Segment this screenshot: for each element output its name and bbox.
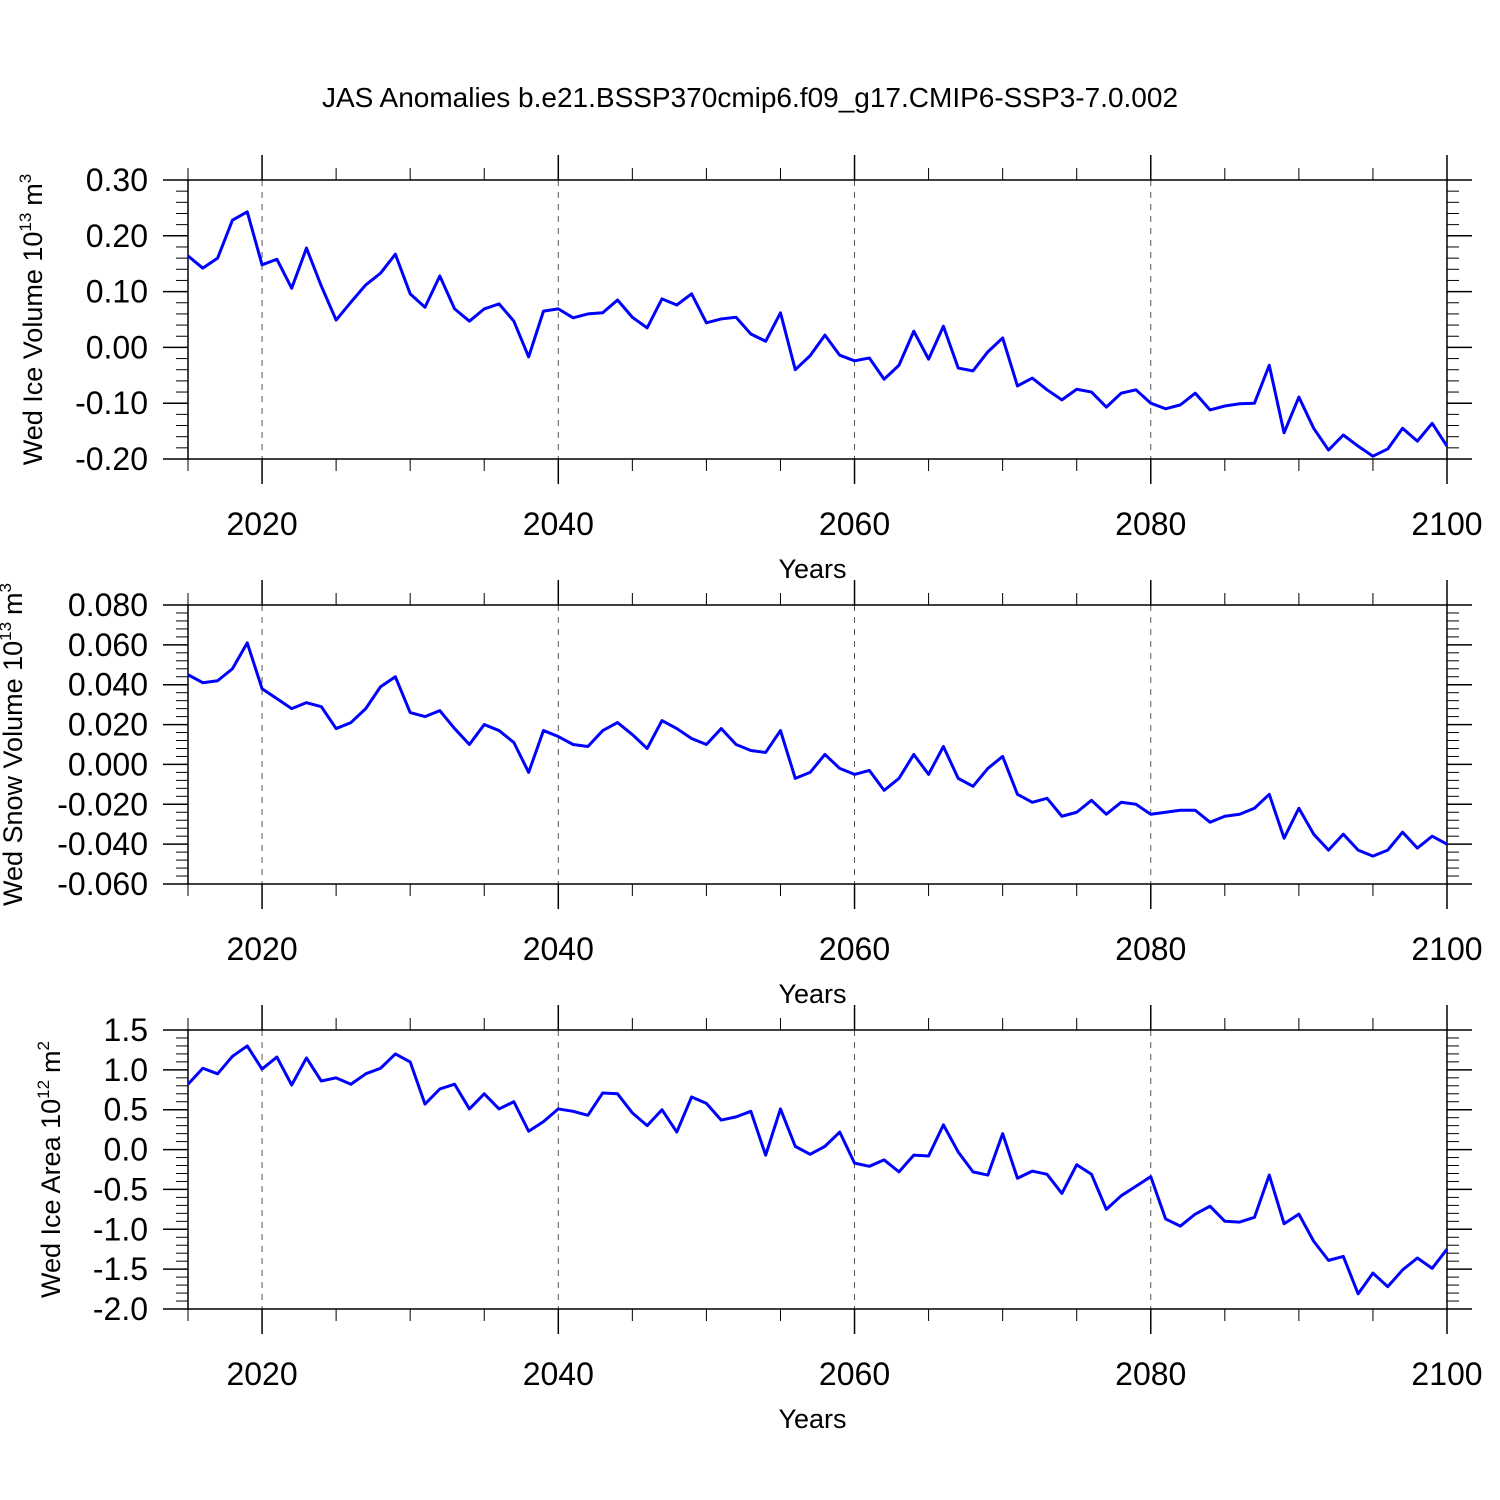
x-tick-label: 2040	[523, 1356, 594, 1392]
y-tick-label: -0.040	[57, 826, 148, 862]
y-axis-label-text: Wed Ice Volume 10	[18, 232, 48, 466]
data-line	[187, 210, 1449, 458]
x-tick-label: 2040	[523, 506, 594, 542]
y-axis-label-unit: m	[0, 592, 28, 615]
y-axis-label: Wed Snow Volume 1013 m3	[0, 583, 28, 906]
y-axis-label-unit: m	[36, 1050, 66, 1073]
panel: 2020 2040 2060 2080 2100 0.30 0.20 0.10 0.00 -0.1…	[16, 155, 1483, 584]
y-tick-label: 1.5	[104, 1012, 148, 1048]
y-tick-label: 1.0	[104, 1052, 148, 1088]
x-axis-label: Years	[778, 1404, 846, 1434]
x-tick-label: 2020	[226, 931, 297, 967]
y-tick-label: -0.10	[75, 385, 148, 421]
x-tick-label: 2040	[523, 931, 594, 967]
x-tick-label: 2080	[1115, 1356, 1186, 1392]
y-axis-label-text: Wed Snow Volume 10	[0, 641, 28, 906]
y-axis-label-exponent: 12	[34, 1080, 53, 1099]
plot-frame	[187, 1029, 1448, 1310]
data-line	[187, 641, 1448, 858]
y-axis-label-unit-exponent: 3	[0, 583, 15, 592]
y-axis-label-text: Wed Ice Area 10	[36, 1099, 66, 1298]
y-axis-label-exponent: 13	[0, 622, 15, 641]
x-tick-label: 2060	[819, 1356, 890, 1392]
y-axis-label-exponent: 13	[16, 213, 35, 232]
y-axis-label-unit-exponent: 2	[34, 1041, 53, 1050]
y-tick-label: 0.10	[86, 274, 148, 310]
y-tick-label: 0.30	[86, 162, 148, 198]
data-line	[186, 1044, 1449, 1296]
x-tick-label: 2080	[1115, 931, 1186, 967]
x-tick-label: 2020	[226, 1356, 297, 1392]
x-tick-label: 2100	[1411, 1356, 1482, 1392]
panel: 2020 2040 2060 2080 2100 0.080 0.060 0.040 0.020…	[0, 580, 1483, 1009]
y-tick-label: -0.020	[57, 786, 148, 822]
y-tick-label: 0.080	[68, 587, 148, 623]
x-tick-label: 2080	[1115, 506, 1186, 542]
x-tick-label: 2100	[1411, 506, 1482, 542]
y-tick-label: -0.060	[57, 866, 148, 902]
y-tick-label: 0.00	[86, 329, 148, 365]
x-tick-label: 2100	[1411, 931, 1482, 967]
x-axis-label: Years	[778, 554, 846, 584]
y-tick-label: 0.040	[68, 667, 148, 703]
y-tick-label: -1.0	[93, 1211, 148, 1247]
y-tick-label: -0.5	[93, 1171, 148, 1207]
panel: 2020 2040 2060 2080 2100 1.5 1.0 0.5 0.0-0.5 -1.0…	[34, 1005, 1483, 1434]
x-tick-label: 2020	[226, 506, 297, 542]
y-axis-label-unit: m	[18, 183, 48, 206]
y-tick-label: -0.20	[75, 441, 148, 477]
plot-frame	[187, 604, 1448, 885]
y-tick-label: 0.5	[104, 1092, 148, 1128]
y-tick-label: 0.20	[86, 218, 148, 254]
y-tick-label: 0.000	[68, 746, 148, 782]
x-tick-label: 2060	[819, 931, 890, 967]
plot-frame	[187, 179, 1448, 460]
x-tick-label: 2060	[819, 506, 890, 542]
y-tick-label: 0.0	[104, 1132, 148, 1168]
x-axis-label: Years	[778, 979, 846, 1009]
y-tick-label: -2.0	[93, 1291, 148, 1327]
y-tick-label: 0.060	[68, 627, 148, 663]
y-axis-label-unit-exponent: 3	[16, 174, 35, 183]
y-tick-label: -1.5	[93, 1251, 148, 1287]
y-axis-label: Wed Ice Volume 1013 m3	[16, 174, 48, 466]
y-axis-label: Wed Ice Area 1012 m2	[34, 1041, 66, 1298]
figure-title: JAS Anomalies b.e21.BSSP370cmip6.f09_g17…	[322, 82, 1178, 113]
y-tick-label: 0.020	[68, 707, 148, 743]
